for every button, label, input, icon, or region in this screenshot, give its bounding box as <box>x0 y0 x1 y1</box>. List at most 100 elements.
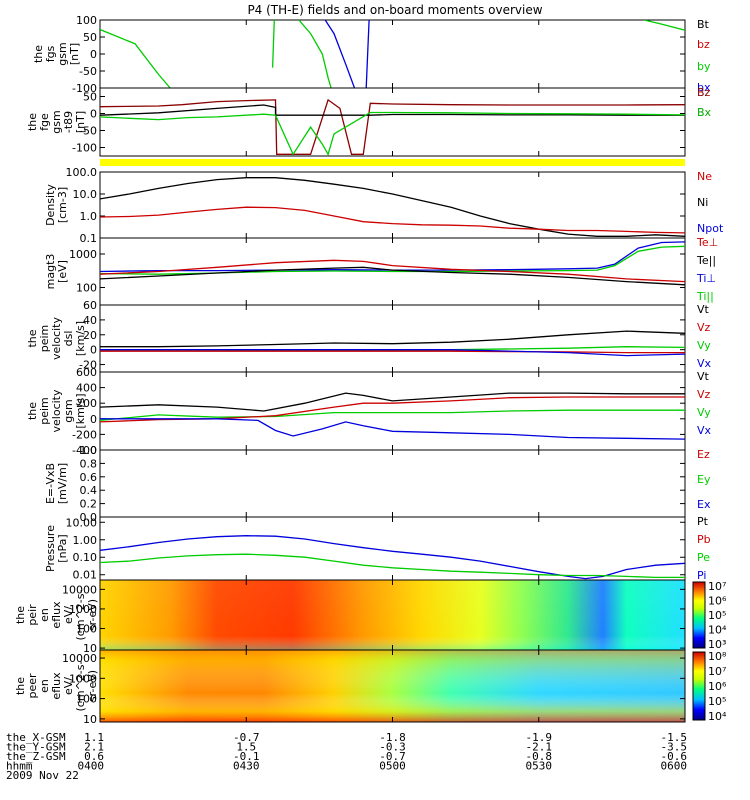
y-axis-label: eV/ <box>62 677 75 695</box>
series-line <box>100 177 685 237</box>
y-tick-label: -400 <box>72 444 97 457</box>
y-tick-label: 100 <box>76 623 97 636</box>
series-line <box>365 20 370 88</box>
y-axis-label: (cm^2-s- <box>74 590 87 641</box>
y-tick-label: 0 <box>90 344 97 357</box>
y-axis-label: [nT] <box>74 111 87 133</box>
y-axis-label: peim <box>38 325 51 353</box>
legend-entry: Ni <box>697 196 708 209</box>
y-tick-label: 600 <box>76 366 97 379</box>
series-line <box>100 111 685 156</box>
y-tick-label: 0 <box>90 48 97 61</box>
legend-entry: Ti⊥ <box>696 272 716 285</box>
y-axis-label: dsl <box>62 331 75 347</box>
y-tick-label: 0 <box>90 108 97 121</box>
y-tick-label: 1.0 <box>80 444 98 457</box>
panel-fge: 50 0 -50 -100 the fge gsm -t89 [nT] Bz Bx <box>26 86 712 157</box>
y-axis-label: sr-eV) <box>86 599 99 631</box>
legend-entry: Vy <box>697 406 711 419</box>
panel-frame <box>99 516 686 581</box>
figure-title: P4 (TH-E) fields and on-board moments ov… <box>247 3 542 17</box>
panel-frame <box>99 171 686 239</box>
y-axis-label: magt3 <box>44 254 57 290</box>
y-tick-label: 0 <box>90 413 97 426</box>
ephemeris-value: 0600 <box>661 760 688 773</box>
panel-frame <box>99 449 686 518</box>
y-tick-label: -100 <box>72 82 97 95</box>
ephemeris-label: hhmm <box>6 760 33 773</box>
y-tick-label: 0.4 <box>80 484 98 497</box>
colorbar-tick-label: 10⁵ <box>708 609 726 622</box>
colorbar-tick-label: 10⁷ <box>708 580 726 593</box>
y-tick-label: 10.0 <box>73 188 98 201</box>
series-line <box>100 104 685 116</box>
ephemeris-value: 2.1 <box>84 741 104 754</box>
ephemeris-value: -2.1 <box>526 741 553 754</box>
series-line <box>100 206 685 234</box>
y-axis-label: the <box>14 677 27 695</box>
colorbar <box>692 581 706 649</box>
series-line <box>324 20 356 88</box>
panel-pressure: 10.00 1.00 0.10 0.01 Pressure [nPa] Pt Pb Pe Pi <box>44 515 711 582</box>
colorbar-tick-label: 10⁵ <box>708 695 726 708</box>
ephemeris-label: the_Y-GSM <box>6 741 66 754</box>
y-tick-label: 100 <box>76 14 97 27</box>
ephemeris-value: 1.1 <box>84 731 104 744</box>
y-tick-label: 1.00 <box>73 534 98 547</box>
y-tick-label: 0.0 <box>80 511 98 524</box>
ephemeris-value: -0.3 <box>379 741 406 754</box>
panel-peer_spec: 10⁸ 10⁷ 10⁶ 10⁵ 10⁴ 10000 1000 100 10 the peer en ef… <box>14 649 727 726</box>
y-axis-label: (cm^2-s- <box>74 661 87 712</box>
ephemeris-value: 0400 <box>78 760 105 773</box>
y-axis-label: [nT] <box>68 43 81 65</box>
series-line <box>100 553 685 579</box>
series-line <box>100 241 685 273</box>
y-tick-label: 60 <box>83 299 97 312</box>
y-tick-label: 20 <box>83 329 97 342</box>
y-axis-label: fgs <box>44 45 57 62</box>
legend-entry: Ex <box>697 498 711 511</box>
legend-entry: bz <box>697 38 710 51</box>
series-line <box>100 28 171 88</box>
y-axis-label: peim <box>38 397 51 425</box>
y-axis-label: velocity <box>50 389 63 432</box>
legend-entry: Ey <box>697 473 711 486</box>
ephemeris-value: -1.9 <box>526 731 553 744</box>
y-tick-label: 100.0 <box>66 166 98 179</box>
y-axis-label: en <box>38 679 51 693</box>
y-tick-label: 10000 <box>62 583 97 596</box>
y-axis-label: [mV/m] <box>56 463 69 504</box>
ephemeris-label: the_Z-GSM <box>6 750 66 763</box>
ephemeris-value: -0.6 <box>661 750 688 763</box>
y-axis-label: the <box>32 45 45 63</box>
ephemeris-value: 1.5 <box>236 741 256 754</box>
ephemeris-value: -0.1 <box>233 750 260 763</box>
y-axis-label: [km/s] <box>74 393 87 428</box>
y-tick-label: 1000 <box>69 248 97 261</box>
series-line <box>100 266 685 286</box>
panel-velocity_gsm: 600 400 200 0 -200 -400 the peim velocity gsm [km/… <box>26 366 712 457</box>
legend-entry: by <box>697 60 711 73</box>
y-tick-label: 100 <box>76 693 97 706</box>
legend-entry: Vx <box>697 424 712 437</box>
y-tick-label: 1000 <box>69 603 97 616</box>
y-axis-label: Pressure <box>44 525 57 572</box>
series-line <box>100 259 685 283</box>
y-tick-label: 10 <box>83 713 97 726</box>
series-line <box>100 349 685 357</box>
series-line <box>100 418 685 440</box>
panel-frame <box>99 87 686 157</box>
colorbar-tick-label: 10⁶ <box>708 595 727 608</box>
legend-entry: Te⊥ <box>696 236 718 249</box>
legend-entry: Ti|| <box>696 290 714 303</box>
legend-entry: bx <box>697 81 711 94</box>
colorbar <box>692 651 706 721</box>
colorbar-tick-label: 10⁴ <box>708 710 727 723</box>
panel-frame <box>99 19 686 89</box>
y-tick-label: 0.8 <box>80 457 98 470</box>
y-tick-label: 10 <box>83 642 97 655</box>
panel-temp: 1000 100 magt3 [eV] Te⊥ Te|| Ti⊥ Ti|| <box>44 236 718 306</box>
ephemeris-value: -0.7 <box>233 731 260 744</box>
